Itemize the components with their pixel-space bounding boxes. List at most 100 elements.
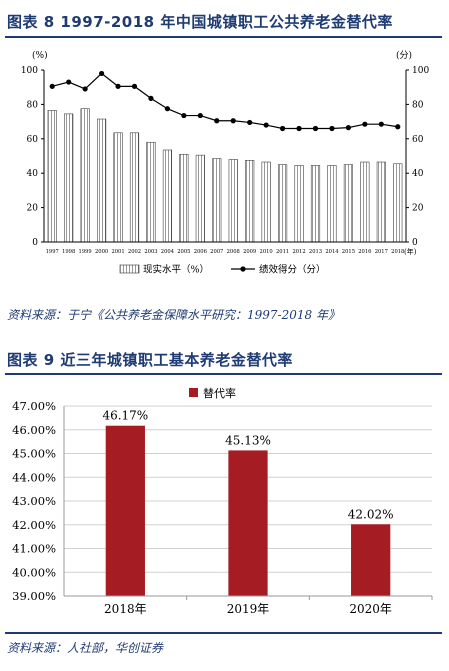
x-tick-label: 2012 (292, 249, 305, 255)
right-tick-label: 0 (412, 238, 418, 248)
y-tick-label: 40.00% (12, 565, 56, 579)
bar (351, 524, 391, 596)
figure2-title-rule (5, 373, 442, 375)
line-point (296, 125, 302, 132)
bar (310, 165, 321, 243)
legend-swatch (189, 388, 198, 397)
x-tick-label: 2007 (210, 249, 223, 255)
right-tick-label: 80 (412, 100, 424, 110)
line-point (49, 83, 55, 89)
y-tick-label: 47.00% (12, 399, 56, 413)
line-point (197, 112, 203, 119)
x-tick-label: 2019年 (227, 602, 270, 616)
x-tick-label: 2008 (227, 249, 240, 255)
x-tick-label: 2011 (276, 249, 289, 255)
line-point (362, 121, 368, 127)
x-tick-label: 2006 (194, 249, 207, 255)
y-tick-label: 46.00% (12, 423, 56, 437)
bar (343, 164, 353, 243)
x-tick-label: 2002 (128, 249, 141, 255)
line-point (329, 125, 335, 132)
bar (129, 132, 140, 243)
y-tick-label: 45.00% (12, 447, 56, 461)
line-point (181, 112, 187, 119)
line-point (230, 118, 236, 124)
bar (327, 165, 337, 243)
x-tick-label: 2009 (243, 249, 256, 255)
left-tick-label: 100 (21, 66, 38, 76)
x-tick-label: 2010 (260, 249, 273, 255)
right-axis-unit: (分) (396, 50, 412, 61)
figure2-title: 图表 9 近三年城镇职工基本养老金替代率 (7, 351, 293, 369)
line-point (345, 125, 352, 131)
right-tick-label: 20 (412, 204, 424, 214)
legend-bar-swatch (119, 264, 140, 274)
bar (113, 132, 123, 243)
bar (105, 425, 145, 596)
left-tick-label: 40 (27, 169, 39, 179)
figure1-title-rule (5, 36, 442, 38)
x-tick-label: 2004 (161, 249, 175, 255)
bar (47, 110, 57, 243)
data-label: 46.17% (102, 409, 148, 423)
left-axis-unit: (%) (32, 50, 48, 61)
x-tick-label: 2015 (342, 249, 355, 255)
bar (278, 164, 288, 243)
left-tick-label: 0 (32, 238, 38, 248)
bar (64, 113, 74, 243)
line-point (98, 70, 105, 77)
figure2-bottom-rule (5, 632, 442, 634)
right-tick-label: 60 (412, 135, 424, 145)
left-tick-label: 80 (27, 100, 39, 110)
legend-line-marker (240, 266, 246, 272)
right-tick-label: 100 (412, 66, 429, 76)
line-point (131, 83, 138, 89)
bar (393, 163, 403, 243)
bar (228, 159, 238, 243)
bar (97, 118, 107, 243)
x-tick-label: 2016 (358, 249, 371, 255)
figure1-legend: 现实水平（%） 绩效得分（分） (119, 264, 326, 276)
x-tick-label: 2014 (325, 249, 339, 255)
line-point (378, 121, 384, 127)
line-point (395, 124, 401, 130)
figure1-source: 资料来源：于宁《公共养老金保障水平研究：1997-2018 年》 (7, 308, 340, 322)
bar (228, 450, 268, 596)
y-tick-label: 44.00% (12, 470, 56, 484)
line-point (82, 86, 88, 92)
legend-bar-label: 现实水平（%） (143, 264, 209, 276)
y-tick-label: 41.00% (12, 542, 56, 556)
y-tick-label: 43.00% (12, 494, 56, 508)
x-tick-label: 2018年 (104, 602, 147, 616)
bar (294, 165, 304, 243)
right-tick-label: 40 (412, 169, 424, 179)
series-line (52, 72, 398, 130)
bar (376, 161, 386, 243)
x-tick-label: 2013 (309, 249, 322, 255)
bar (146, 141, 156, 243)
line-point (247, 119, 253, 126)
figure2-legend: 替代率 (189, 386, 236, 400)
bar (212, 158, 222, 243)
line-point (115, 83, 121, 89)
bar (162, 149, 172, 243)
line-point (214, 118, 220, 124)
figure1-title: 图表 8 1997-2018 年中国城镇职工公共养老金替代率 (7, 13, 393, 31)
figure1-chart: (%) (分) (年) 0 20 40 60 80 100 0 20 40 60 80 100 19… (21, 50, 430, 276)
line-point (164, 106, 171, 112)
x-tick-label: 2000 (95, 249, 108, 255)
x-tick-label: 2005 (177, 249, 190, 255)
left-tick-label: 20 (27, 204, 39, 214)
y-tick-label: 42.00% (12, 518, 56, 532)
data-label: 42.02% (348, 507, 394, 521)
x-tick-label: 2018 (391, 249, 404, 255)
line-point (279, 125, 286, 132)
x-tick-label: 1998 (62, 249, 75, 255)
line-point (312, 125, 319, 132)
bar (245, 160, 255, 243)
bar (195, 154, 205, 243)
y-tick-label: 39.00% (12, 589, 56, 603)
bar (261, 161, 271, 243)
legend-label: 替代率 (203, 386, 236, 400)
line-point (148, 95, 154, 101)
